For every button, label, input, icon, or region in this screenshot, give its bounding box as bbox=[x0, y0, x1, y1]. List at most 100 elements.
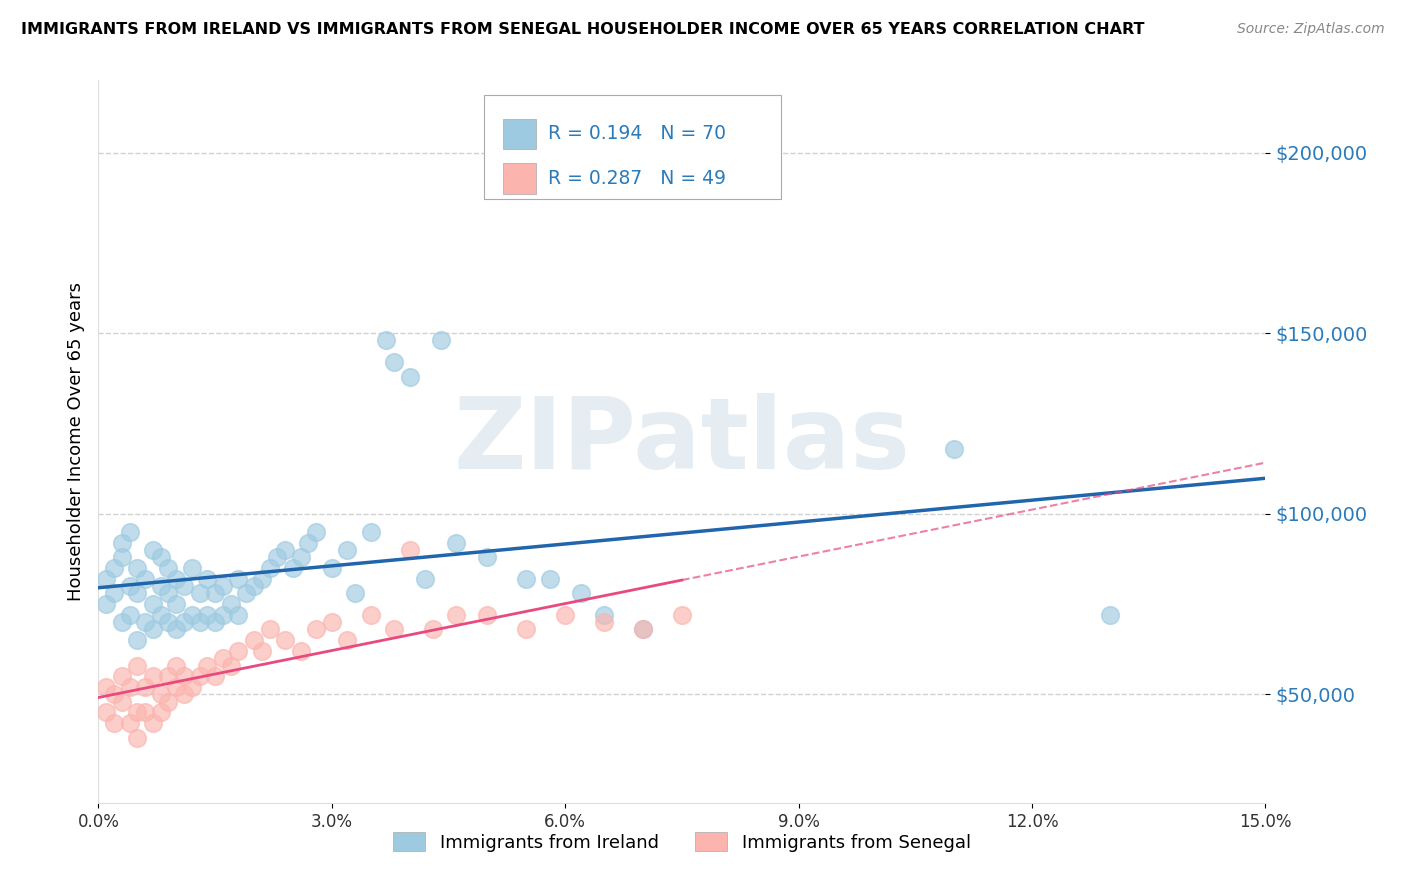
Point bbox=[344, 586, 367, 600]
Point bbox=[631, 623, 654, 637]
Point bbox=[103, 687, 125, 701]
Point bbox=[477, 607, 499, 622]
Point bbox=[398, 542, 420, 557]
Point bbox=[235, 586, 257, 600]
Point bbox=[157, 669, 180, 683]
Point bbox=[111, 615, 134, 630]
Point bbox=[173, 687, 195, 701]
Point bbox=[212, 579, 235, 593]
Point bbox=[134, 572, 156, 586]
Point bbox=[103, 586, 125, 600]
Point bbox=[219, 658, 242, 673]
Text: Source: ZipAtlas.com: Source: ZipAtlas.com bbox=[1237, 22, 1385, 37]
Point bbox=[212, 607, 235, 622]
Point bbox=[360, 607, 382, 622]
Point bbox=[111, 669, 134, 683]
Point bbox=[538, 572, 561, 586]
Point bbox=[111, 550, 134, 565]
Point bbox=[671, 607, 693, 622]
Point bbox=[173, 669, 195, 683]
Point bbox=[429, 334, 451, 348]
Point bbox=[165, 597, 187, 611]
Point bbox=[127, 586, 149, 600]
Point bbox=[149, 687, 172, 701]
Point bbox=[382, 355, 405, 369]
Point bbox=[243, 579, 266, 593]
Point bbox=[111, 535, 134, 549]
Point bbox=[157, 695, 180, 709]
Point bbox=[96, 597, 118, 611]
Point bbox=[96, 680, 118, 694]
Point bbox=[515, 623, 537, 637]
Point bbox=[96, 572, 118, 586]
Point bbox=[1098, 607, 1121, 622]
Point bbox=[290, 550, 312, 565]
Point bbox=[274, 542, 297, 557]
Point bbox=[446, 607, 468, 622]
Point bbox=[188, 669, 211, 683]
Point bbox=[593, 607, 616, 622]
Point bbox=[593, 615, 616, 630]
Point bbox=[336, 542, 359, 557]
Text: ZIPatlas: ZIPatlas bbox=[454, 393, 910, 490]
Point bbox=[96, 706, 118, 720]
Point bbox=[259, 561, 281, 575]
Point bbox=[188, 586, 211, 600]
Point bbox=[259, 623, 281, 637]
Point bbox=[134, 615, 156, 630]
Point bbox=[204, 669, 226, 683]
Point bbox=[149, 706, 172, 720]
FancyBboxPatch shape bbox=[484, 95, 782, 200]
Point bbox=[142, 669, 165, 683]
Bar bbox=[503, 163, 536, 194]
Point bbox=[250, 572, 273, 586]
Point bbox=[118, 607, 141, 622]
Point bbox=[195, 572, 218, 586]
Point bbox=[134, 680, 156, 694]
Point bbox=[228, 572, 250, 586]
Point bbox=[157, 561, 180, 575]
Point bbox=[219, 597, 242, 611]
Point bbox=[142, 623, 165, 637]
Point bbox=[149, 607, 172, 622]
Point bbox=[515, 572, 537, 586]
Point bbox=[477, 550, 499, 565]
Point bbox=[195, 658, 218, 673]
Point bbox=[228, 607, 250, 622]
Point bbox=[413, 572, 436, 586]
Point bbox=[165, 623, 187, 637]
Point bbox=[446, 535, 468, 549]
Text: IMMIGRANTS FROM IRELAND VS IMMIGRANTS FROM SENEGAL HOUSEHOLDER INCOME OVER 65 YE: IMMIGRANTS FROM IRELAND VS IMMIGRANTS FR… bbox=[21, 22, 1144, 37]
Point bbox=[142, 597, 165, 611]
Point bbox=[360, 524, 382, 539]
Point bbox=[228, 644, 250, 658]
Point bbox=[165, 658, 187, 673]
Point bbox=[631, 623, 654, 637]
Point bbox=[382, 623, 405, 637]
Point bbox=[127, 561, 149, 575]
Point bbox=[204, 615, 226, 630]
Point bbox=[554, 607, 576, 622]
Point bbox=[180, 680, 202, 694]
Point bbox=[274, 633, 297, 648]
Point bbox=[290, 644, 312, 658]
Point bbox=[118, 680, 141, 694]
Point bbox=[118, 716, 141, 731]
Point bbox=[149, 579, 172, 593]
Y-axis label: Householder Income Over 65 years: Householder Income Over 65 years bbox=[66, 282, 84, 601]
Point bbox=[281, 561, 304, 575]
Bar bbox=[503, 119, 536, 149]
Point bbox=[173, 579, 195, 593]
Point bbox=[127, 731, 149, 745]
Point bbox=[103, 716, 125, 731]
Point bbox=[336, 633, 359, 648]
Point bbox=[321, 561, 343, 575]
Point bbox=[569, 586, 592, 600]
Point bbox=[398, 369, 420, 384]
Point bbox=[173, 615, 195, 630]
Point bbox=[297, 535, 319, 549]
Point bbox=[375, 334, 398, 348]
Point bbox=[943, 442, 966, 456]
Point bbox=[188, 615, 211, 630]
Point bbox=[195, 607, 218, 622]
